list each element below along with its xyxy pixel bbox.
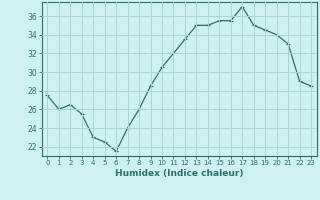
- X-axis label: Humidex (Indice chaleur): Humidex (Indice chaleur): [115, 169, 244, 178]
